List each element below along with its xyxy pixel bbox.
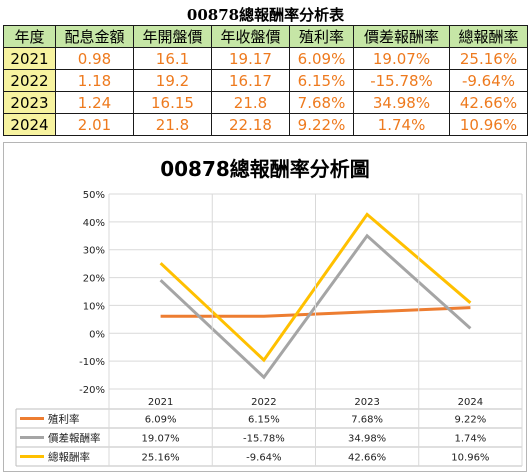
chart-title: 00878總報酬率分析圖 [160, 157, 370, 181]
legend-label: 殖利率 [48, 413, 80, 426]
chart-frame: 00878總報酬率分析圖 -20% -10% 0% 10% 20% 30% 40% 50% 20… [3, 142, 527, 472]
cell-price-return: 1.74% [353, 113, 450, 136]
data-label: -15.78% [243, 434, 285, 445]
cell-close-price: 19.17 [211, 47, 290, 70]
legend-label: 價差報酬率 [48, 432, 101, 445]
cell-open-price: 16.1 [133, 47, 212, 70]
table-title: 00878總報酬率分析表 [186, 6, 345, 24]
y-tick-label: 0% [89, 329, 105, 340]
x-tick-label: 2021 [148, 397, 173, 408]
data-label: 6.15% [248, 415, 280, 426]
data-label: 7.68% [351, 415, 383, 426]
data-label: 9.22% [454, 415, 486, 426]
summary-table: 年度 配息金額 年開盤價 年收盤價 殖利率 價差報酬率 總報酬率 2021 0.… [3, 25, 528, 136]
cell-yield: 9.22% [289, 113, 354, 136]
header-yield: 殖利率 [289, 25, 354, 48]
cell-yield: 6.15% [289, 69, 354, 92]
cell-price-return: -15.78% [353, 69, 450, 92]
cell-open-price: 16.15 [133, 91, 212, 114]
table-row: 2022 1.18 19.2 16.17 6.15% -15.78% -9.64… [3, 69, 528, 92]
data-label: 34.98% [348, 434, 386, 445]
table-row: 2024 2.01 21.8 22.18 9.22% 1.74% 10.96% [3, 113, 528, 136]
x-tick-label: 2024 [458, 397, 483, 408]
cell-dividend: 2.01 [55, 113, 134, 136]
data-label: 19.07% [142, 434, 180, 445]
x-tick-label: 2023 [354, 397, 379, 408]
cell-yield: 6.09% [289, 47, 354, 70]
cell-open-price: 21.8 [133, 113, 212, 136]
cell-year: 2023 [3, 91, 56, 114]
y-tick-label: 20% [83, 274, 105, 285]
cell-total-return: 42.66% [449, 91, 528, 114]
data-label: 42.66% [348, 453, 386, 464]
legend-label: 總報酬率 [48, 451, 90, 464]
y-tick-label: 40% [83, 218, 105, 229]
cell-year: 2022 [3, 69, 56, 92]
cell-close-price: 16.17 [211, 69, 290, 92]
cell-dividend: 1.24 [55, 91, 134, 114]
data-label: 25.16% [142, 453, 180, 464]
header-open-price: 年開盤價 [133, 25, 212, 48]
cell-open-price: 19.2 [133, 69, 212, 92]
header-dividend: 配息金額 [55, 25, 134, 48]
x-tick-label: 2022 [251, 397, 276, 408]
data-label: -9.64% [246, 453, 281, 464]
header-total-return: 總報酬率 [449, 25, 528, 48]
cell-price-return: 34.98% [353, 91, 450, 114]
cell-yield: 7.68% [289, 91, 354, 114]
y-tick-label: -20% [79, 385, 105, 396]
header-close-price: 年收盤價 [211, 25, 290, 48]
y-tick-label: 30% [83, 246, 105, 257]
cell-year: 2024 [3, 113, 56, 136]
cell-dividend: 0.98 [55, 47, 134, 70]
cell-total-return: 10.96% [449, 113, 528, 136]
cell-total-return: -9.64% [449, 69, 528, 92]
table-header-row: 年度 配息金額 年開盤價 年收盤價 殖利率 價差報酬率 總報酬率 [3, 25, 528, 48]
cell-total-return: 25.16% [449, 47, 528, 70]
header-price-return: 價差報酬率 [353, 25, 450, 48]
y-tick-label: 50% [83, 190, 105, 201]
data-label: 1.74% [454, 434, 486, 445]
cell-year: 2021 [3, 47, 56, 70]
line-chart: -20% -10% 0% 10% 20% 30% 40% 50% 2021 2022 2023 202… [15, 190, 523, 467]
y-tick-label: 10% [83, 301, 105, 312]
table-row: 2021 0.98 16.1 19.17 6.09% 19.07% 25.16% [3, 47, 528, 70]
cell-price-return: 19.07% [353, 47, 450, 70]
data-label: 6.09% [145, 415, 177, 426]
header-year: 年度 [3, 25, 56, 48]
cell-close-price: 22.18 [211, 113, 290, 136]
data-label: 10.96% [451, 453, 489, 464]
y-tick-label: -10% [79, 357, 105, 368]
cell-close-price: 21.8 [211, 91, 290, 114]
cell-dividend: 1.18 [55, 69, 134, 92]
table-row: 2023 1.24 16.15 21.8 7.68% 34.98% 42.66% [3, 91, 528, 114]
